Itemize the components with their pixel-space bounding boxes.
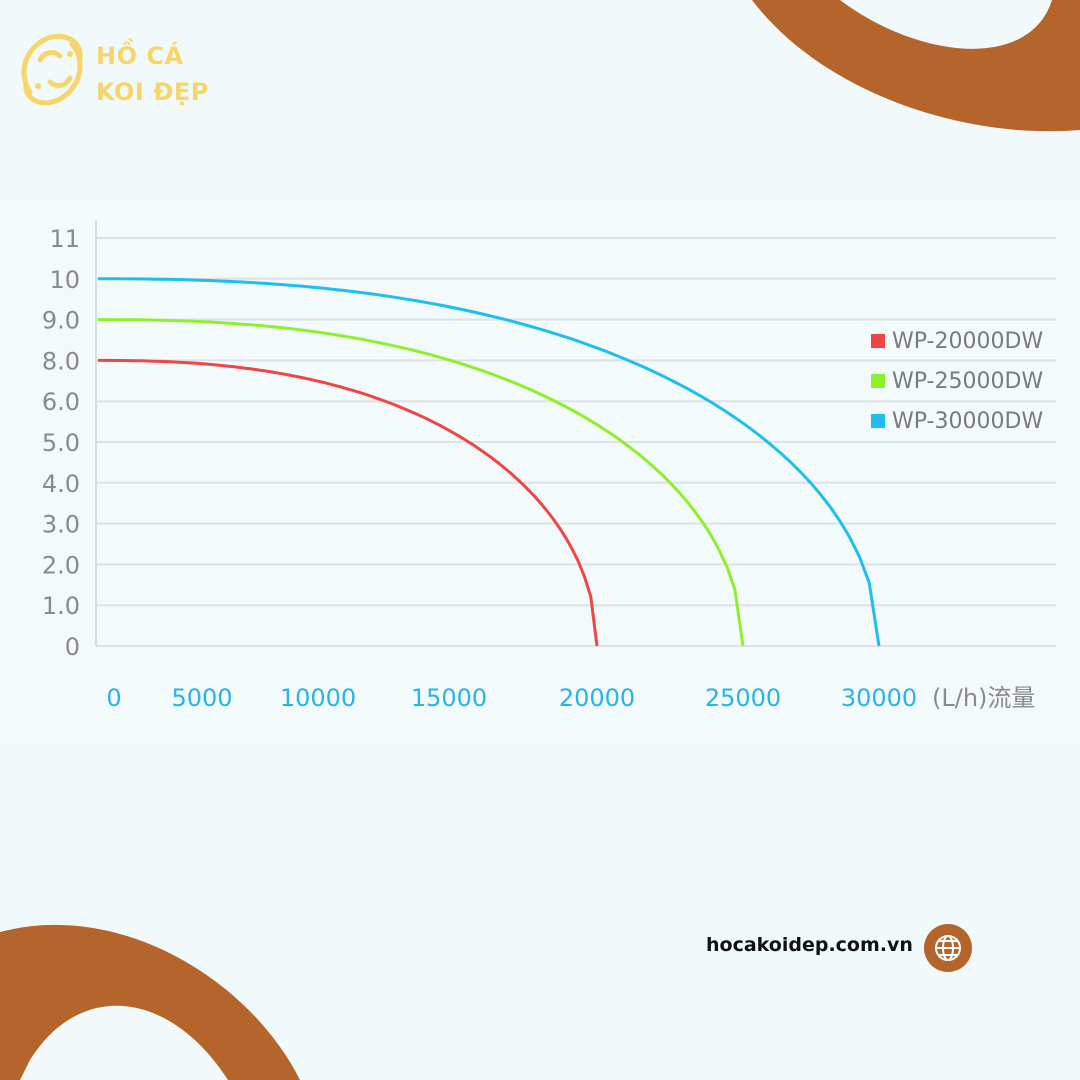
x-tick-label: 15000 bbox=[411, 684, 487, 712]
legend-label: WP-25000DW bbox=[892, 369, 1043, 394]
x-tick-label: 0 bbox=[106, 684, 121, 712]
legend-swatch bbox=[871, 414, 885, 428]
y-tick-label: 5.0 bbox=[42, 429, 80, 457]
y-tick-label: 0 bbox=[65, 633, 80, 661]
legend-label: WP-30000DW bbox=[892, 409, 1043, 434]
series-line-wp-20000dw bbox=[98, 358, 599, 647]
y-tick-label: 3.0 bbox=[42, 511, 80, 539]
x-axis-label: (L/h)流量 bbox=[932, 684, 1035, 712]
legend-swatch bbox=[871, 374, 885, 388]
bottom-left-arc bbox=[0, 924, 300, 1080]
legend: WP-20000DW WP-25000DW WP-30000DW bbox=[871, 329, 1043, 434]
chart-panel bbox=[0, 200, 1080, 742]
x-tick-label: 30000 bbox=[841, 684, 917, 712]
globe-icon[interactable] bbox=[924, 924, 972, 972]
brand-name: HỒ CÁ KOI ĐẸP bbox=[96, 38, 209, 110]
brand-line-1: HỒ CÁ bbox=[96, 42, 184, 70]
top-right-arc bbox=[752, 0, 1080, 132]
y-tick-label: 11 bbox=[49, 225, 80, 253]
x-tick-label: 20000 bbox=[559, 684, 635, 712]
y-axis-ticks: 0 1.0 2.0 3.0 4.0 5.0 6.0 8.0 9.0 10 11 bbox=[42, 225, 80, 661]
legend-label: WP-20000DW bbox=[892, 329, 1043, 354]
brand-logo bbox=[10, 30, 230, 110]
series-curves bbox=[98, 277, 881, 647]
x-tick-label: 25000 bbox=[705, 684, 781, 712]
website-url[interactable]: hocakoidep.com.vn bbox=[706, 934, 913, 956]
brand-line-2: KOI ĐẸP bbox=[96, 78, 209, 106]
grid-lines bbox=[96, 237, 1056, 647]
x-axis-ticks: 0 5000 10000 15000 20000 25000 30000 bbox=[106, 684, 917, 712]
y-tick-label: 8.0 bbox=[42, 347, 80, 375]
x-tick-label: 5000 bbox=[171, 684, 232, 712]
y-tick-label: 2.0 bbox=[42, 551, 80, 579]
y-tick-label: 10 bbox=[49, 266, 80, 294]
x-tick-label: 10000 bbox=[280, 684, 356, 712]
y-tick-label: 4.0 bbox=[42, 470, 80, 498]
series-line-wp-25000dw bbox=[98, 318, 745, 647]
legend-swatch bbox=[871, 334, 885, 348]
series-line-wp-30000dw bbox=[98, 277, 881, 647]
pump-performance-chart: 0 1.0 2.0 3.0 4.0 5.0 6.0 8.0 9.0 10 11 0 5000 10000… bbox=[42, 220, 1056, 712]
y-tick-label: 9.0 bbox=[42, 307, 80, 335]
y-tick-label: 6.0 bbox=[42, 388, 80, 416]
y-tick-label: 1.0 bbox=[42, 592, 80, 620]
koi-fish-icon bbox=[21, 33, 83, 106]
